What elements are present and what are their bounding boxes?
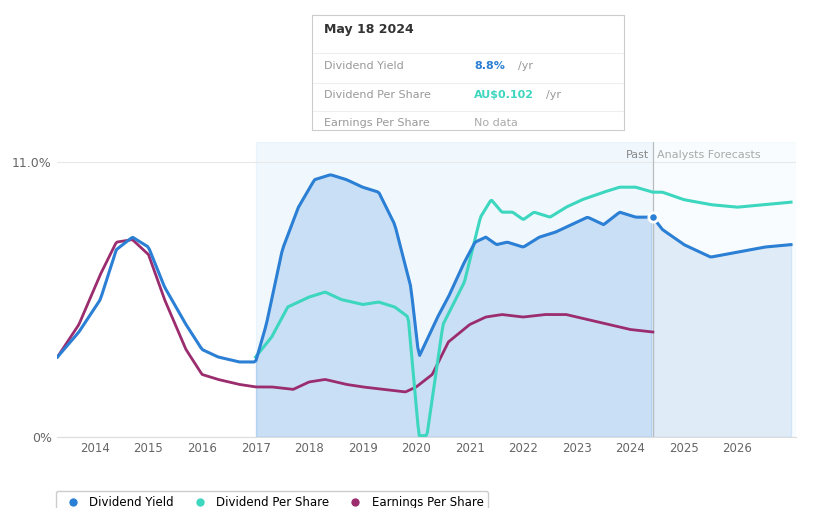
Text: /yr: /yr [518,61,533,71]
Bar [653,142,796,437]
Text: No data: No data [475,118,518,128]
Legend: Dividend Yield, Dividend Per Share, Earnings Per Share: Dividend Yield, Dividend Per Share, Earn… [56,491,488,508]
Text: 8.8%: 8.8% [475,61,505,71]
Text: Earnings Per Share: Earnings Per Share [324,118,430,128]
Text: May 18 2024: May 18 2024 [324,23,415,36]
Text: Dividend Per Share: Dividend Per Share [324,89,431,100]
Point [646,213,659,221]
Bar [255,142,653,437]
Text: Analysts Forecasts: Analysts Forecasts [657,149,761,160]
Text: /yr: /yr [546,89,561,100]
Text: Dividend Yield: Dividend Yield [324,61,404,71]
Text: Past: Past [626,149,649,160]
Text: AU$0.102: AU$0.102 [475,89,534,100]
